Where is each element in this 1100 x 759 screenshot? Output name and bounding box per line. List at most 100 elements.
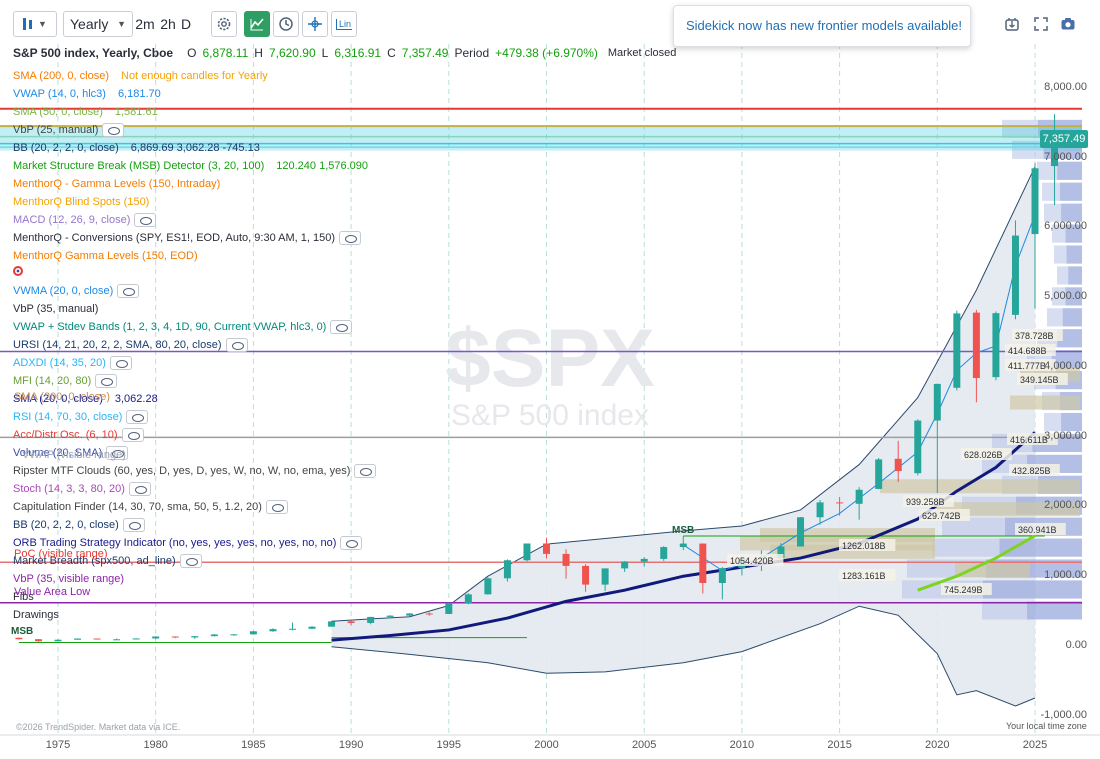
- eye-icon[interactable]: [102, 122, 125, 137]
- candle[interactable]: [210, 633, 218, 637]
- candle[interactable]: [171, 636, 179, 639]
- eye-icon[interactable]: [134, 212, 157, 227]
- fullscreen-button[interactable]: [1029, 11, 1053, 37]
- candle[interactable]: [660, 546, 668, 561]
- eye-icon[interactable]: [109, 356, 132, 371]
- candle[interactable]: [308, 626, 316, 630]
- eye-icon[interactable]: [265, 499, 288, 514]
- candle[interactable]: [347, 620, 355, 626]
- candle[interactable]: [621, 561, 629, 572]
- candle[interactable]: [953, 310, 961, 391]
- indicator-row[interactable]: [13, 266, 27, 277]
- candle[interactable]: [836, 497, 844, 516]
- indicator-row[interactable]: Acc/Distr Osc. (6, 10): [13, 428, 144, 442]
- candle[interactable]: [1011, 220, 1019, 320]
- eye-icon[interactable]: [126, 410, 149, 425]
- candle[interactable]: [855, 487, 863, 520]
- toast-message[interactable]: Sidekick now has new frontier models ava…: [686, 18, 963, 33]
- indicator-row[interactable]: BB (20, 2, 2, 0, close) 6,869.69 3,062.28…: [13, 141, 260, 155]
- replay-button[interactable]: [273, 11, 299, 37]
- eye-icon[interactable]: [128, 481, 151, 496]
- indicator-row[interactable]: MenthorQ - Gamma Levels (150, Intraday): [13, 177, 220, 191]
- candle[interactable]: [679, 536, 687, 551]
- candle[interactable]: [601, 568, 609, 591]
- candle[interactable]: [875, 457, 883, 490]
- candle[interactable]: [191, 635, 199, 639]
- indicator-row[interactable]: BB (20, 2, 2, 0, close): [13, 517, 145, 532]
- indicator-row[interactable]: Capitulation Finder (14, 30, 70, sma, 50…: [13, 499, 288, 514]
- indicator-row[interactable]: RSI (14, 70, 30, close): [13, 410, 149, 425]
- candle[interactable]: [914, 419, 922, 476]
- candle[interactable]: [152, 636, 160, 640]
- download-button[interactable]: [1000, 11, 1024, 37]
- candle[interactable]: [562, 549, 570, 579]
- interval-2m-button[interactable]: 2m: [135, 16, 155, 32]
- candle[interactable]: [288, 622, 296, 631]
- indicator-row[interactable]: Market Structure Break (MSB) Detector (3…: [13, 159, 368, 173]
- candle[interactable]: [54, 639, 62, 642]
- candle[interactable]: [503, 559, 511, 582]
- candle[interactable]: [113, 638, 121, 641]
- indicator-row[interactable]: SMA (200, 0, close) Not enough candles fo…: [13, 69, 268, 83]
- candle[interactable]: [445, 602, 453, 614]
- candle[interactable]: [230, 634, 238, 636]
- indicator-row[interactable]: MenthorQ Gamma Levels (150, EOD): [13, 249, 198, 263]
- candle[interactable]: [74, 638, 82, 640]
- candle[interactable]: [249, 631, 257, 635]
- candle[interactable]: [797, 516, 805, 547]
- candle[interactable]: [425, 612, 433, 616]
- indicator-row[interactable]: Drawings: [13, 608, 59, 622]
- eye-icon[interactable]: [117, 284, 140, 299]
- interval-d-button[interactable]: D: [180, 16, 192, 32]
- indicator-row[interactable]: VWAP + Stdev Bands (1, 2, 3, 4, 1D, 90, …: [13, 320, 353, 335]
- candle[interactable]: [699, 543, 707, 594]
- candle[interactable]: [464, 593, 472, 605]
- crosshair-button[interactable]: [302, 11, 328, 37]
- candle[interactable]: [992, 311, 1000, 381]
- candle[interactable]: [328, 620, 336, 627]
- screenshot-button[interactable]: [1056, 11, 1080, 37]
- candle[interactable]: [1051, 114, 1059, 206]
- candle[interactable]: [15, 637, 23, 640]
- indicator-row[interactable]: MFI (14, 20, 80): [13, 374, 118, 389]
- candles[interactable]: [15, 114, 1059, 642]
- notification-toast[interactable]: Sidekick now has new frontier models ava…: [673, 5, 971, 47]
- indicator-row[interactable]: MenthorQ Blind Spots (150): [13, 195, 149, 209]
- candle[interactable]: [816, 499, 824, 525]
- settings-button[interactable]: [211, 11, 237, 37]
- indicator-row[interactable]: VWAP (14, 0, hlc3) 6,181.70: [13, 87, 161, 101]
- candle[interactable]: [406, 613, 414, 617]
- eye-icon[interactable]: [106, 445, 129, 460]
- candle[interactable]: [718, 567, 726, 600]
- candle[interactable]: [367, 616, 375, 625]
- candle[interactable]: [523, 543, 531, 562]
- eye-icon[interactable]: [122, 517, 145, 532]
- eye-icon[interactable]: [340, 535, 363, 550]
- interval-2h-button[interactable]: 2h: [160, 16, 176, 32]
- indicator-row[interactable]: MACD (12, 26, 9, close): [13, 212, 157, 227]
- candle[interactable]: [543, 537, 550, 559]
- eye-icon[interactable]: [330, 320, 353, 335]
- candle[interactable]: [582, 564, 590, 592]
- indicator-row[interactable]: URSI (14, 21, 20, 2, 2, SMA, 80, 20, clo…: [13, 338, 248, 353]
- indicator-row[interactable]: VbP (35, manual): [13, 302, 98, 316]
- eye-icon[interactable]: [121, 428, 144, 442]
- candle[interactable]: [1031, 163, 1039, 309]
- indicator-row[interactable]: Stoch (14, 3, 3, 80, 20): [13, 481, 151, 496]
- indicator-row[interactable]: Market Breadth (spx500, ad_line): [13, 553, 202, 568]
- indicator-row[interactable]: ORB Trading Strategy Indicator (no, yes,…: [13, 535, 363, 550]
- indicator-row[interactable]: Ripster MTF Clouds (60, yes, D, yes, D, …: [13, 463, 377, 478]
- eye-icon[interactable]: [339, 230, 362, 245]
- candle[interactable]: [93, 638, 101, 640]
- candle[interactable]: [933, 383, 941, 494]
- indicator-row[interactable]: MenthorQ - Conversions (SPY, ES1!, EOD, …: [13, 230, 362, 245]
- target-icon[interactable]: [13, 266, 23, 277]
- candle[interactable]: [640, 557, 648, 567]
- indicator-row[interactable]: VWMA (20, 0, close): [13, 284, 140, 299]
- indicator-row[interactable]: VbP (35, visible range): [13, 572, 124, 586]
- candle[interactable]: [132, 638, 140, 640]
- eye-icon[interactable]: [95, 374, 118, 389]
- candle[interactable]: [386, 615, 394, 619]
- eye-icon[interactable]: [179, 553, 202, 568]
